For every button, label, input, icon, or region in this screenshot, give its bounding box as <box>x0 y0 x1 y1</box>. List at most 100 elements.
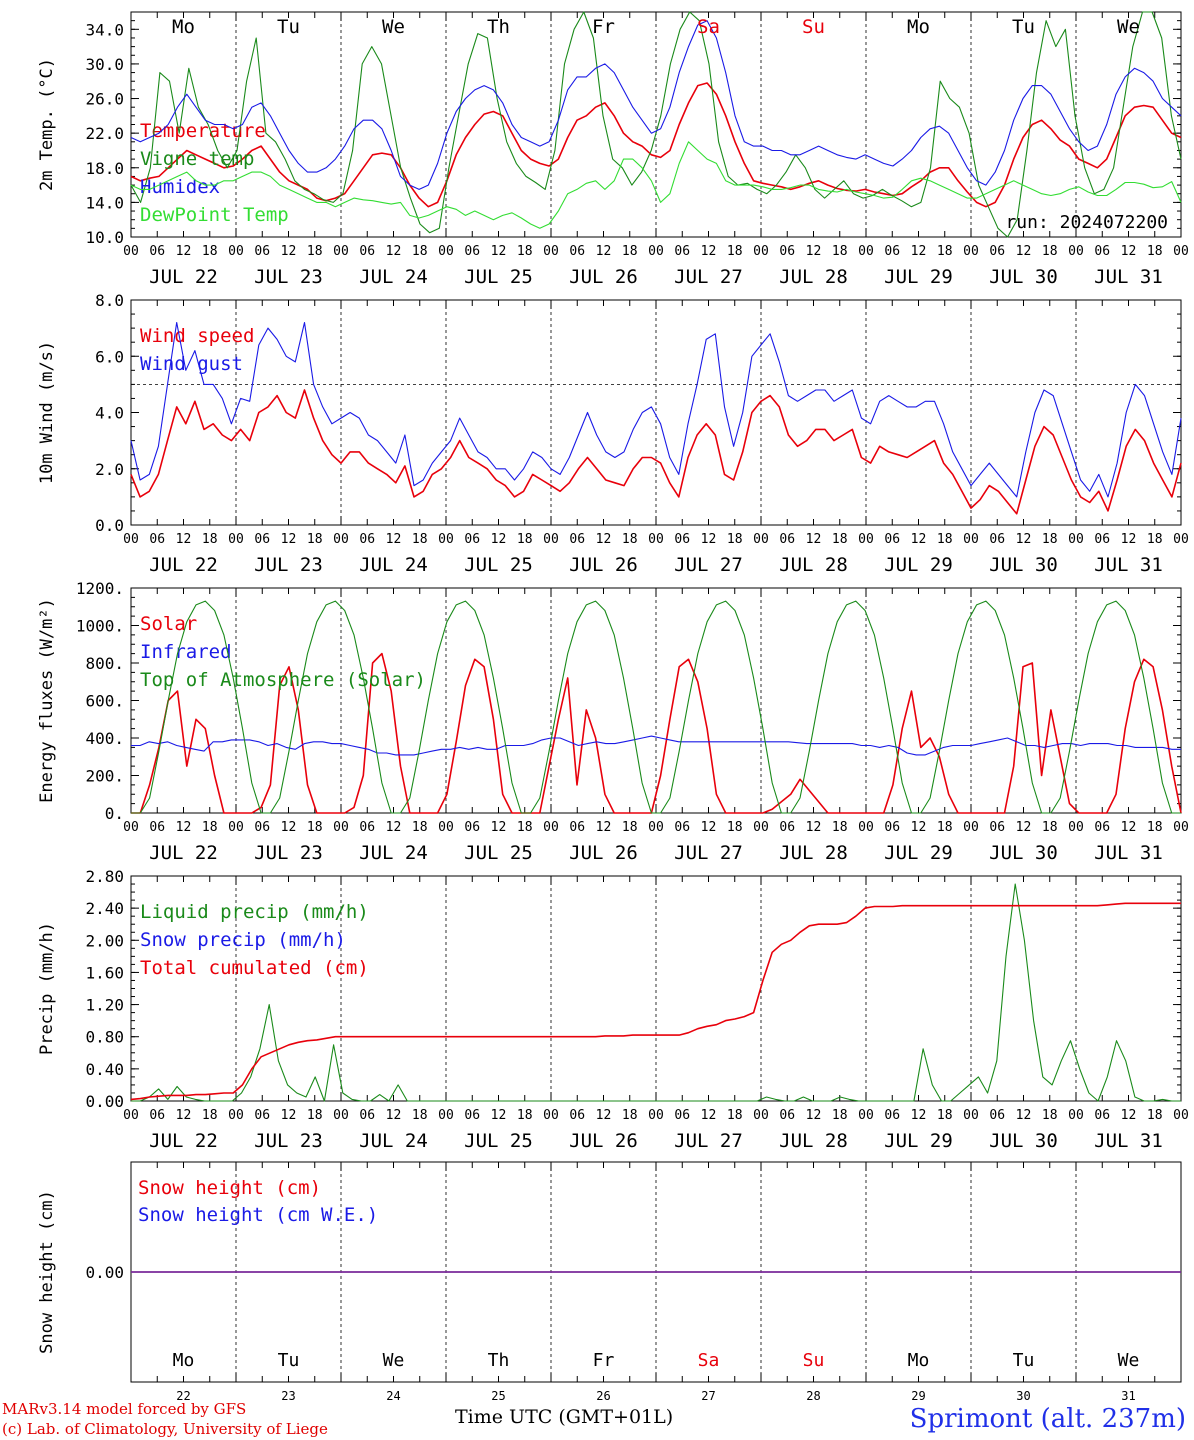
x-hour-label: 18 <box>517 532 533 547</box>
x-hour-label: 00 <box>228 532 244 547</box>
x-hour-label: 18 <box>307 1108 323 1123</box>
x-day-label: JUL 22 <box>149 554 218 576</box>
x-hour-label: 12 <box>806 820 822 835</box>
x-day-label: JUL 24 <box>359 842 428 864</box>
y-tick-label: 22.0 <box>85 124 124 143</box>
x-hour-label: 06 <box>569 244 585 259</box>
x-day-label: JUL 24 <box>359 266 428 288</box>
x-hour-label: 12 <box>911 244 927 259</box>
weekday-label: Sa <box>697 16 720 38</box>
model-credit: MARv3.14 model forced by GFS <box>2 1400 247 1418</box>
legend-entry: Infrared <box>140 641 232 663</box>
x-hour-label: 12 <box>596 532 612 547</box>
x-hour-label: 06 <box>674 532 690 547</box>
y-tick-label: 200. <box>85 767 124 786</box>
x-hour-label: 12 <box>701 532 717 547</box>
x-hour-label: 12 <box>806 532 822 547</box>
x-hour-label: 12 <box>1121 820 1137 835</box>
x-hour-label: 06 <box>989 820 1005 835</box>
x-hour-label: 00 <box>438 532 454 547</box>
legend-entry: DewPoint Temp <box>140 204 289 226</box>
legend-entry: Solar <box>140 613 197 635</box>
x-hour-label: 12 <box>386 532 402 547</box>
x-hour-label: 06 <box>1094 244 1110 259</box>
x-hour-label: 18 <box>517 820 533 835</box>
x-hour-label: 00 <box>1173 244 1189 259</box>
x-hour-label: 00 <box>1173 532 1189 547</box>
x-hour-label: 18 <box>517 1108 533 1123</box>
y-tick-label: 1000. <box>76 617 124 636</box>
x-hour-label: 12 <box>386 820 402 835</box>
y-tick-label: 8.0 <box>95 291 124 310</box>
x-day-label: JUL 29 <box>884 266 953 288</box>
day-number-label: 28 <box>806 1389 820 1403</box>
x-hour-label: 00 <box>858 532 874 547</box>
y-tick-label: 2.40 <box>85 899 124 918</box>
x-hour-label: 18 <box>202 244 218 259</box>
x-hour-label: 12 <box>1016 532 1032 547</box>
x-day-label: JUL 31 <box>1094 266 1163 288</box>
y-tick-label: 0.00 <box>85 1092 124 1111</box>
x-hour-label: 12 <box>911 1108 927 1123</box>
x-hour-label: 06 <box>569 532 585 547</box>
x-hour-label: 18 <box>1042 244 1058 259</box>
x-day-label: JUL 22 <box>149 842 218 864</box>
x-day-label: JUL 23 <box>254 1130 323 1152</box>
x-day-label: JUL 26 <box>569 1130 638 1152</box>
day-number-label: 22 <box>176 1389 190 1403</box>
y-tick-label: 600. <box>85 692 124 711</box>
series-line-0 <box>130 82 1182 208</box>
x-hour-label: 00 <box>753 244 769 259</box>
weekday-label: Mo <box>173 1350 195 1371</box>
x-hour-label: 06 <box>359 244 375 259</box>
x-day-label: JUL 28 <box>779 554 848 576</box>
weekday-label: Tu <box>1012 16 1035 38</box>
x-hour-label: 18 <box>1042 1108 1058 1123</box>
x-hour-label: 06 <box>464 244 480 259</box>
x-hour-label: 18 <box>622 532 638 547</box>
x-hour-label: 00 <box>648 532 664 547</box>
x-day-label: JUL 29 <box>884 554 953 576</box>
x-hour-label: 00 <box>333 1108 349 1123</box>
x-hour-label: 00 <box>753 820 769 835</box>
legend-entry: Snow height (cm) <box>138 1177 321 1199</box>
x-hour-label: 06 <box>779 532 795 547</box>
day-number-label: 27 <box>701 1389 715 1403</box>
y-axis-label: Snow height (cm) <box>37 1190 57 1354</box>
weekday-label: Th <box>488 1350 510 1371</box>
y-tick-label: 0.00 <box>85 1263 124 1282</box>
series-line-1 <box>130 11 1182 238</box>
y-tick-label: 0.0 <box>95 516 124 535</box>
x-hour-label: 00 <box>333 244 349 259</box>
series-line-0 <box>130 389 1182 515</box>
x-hour-label: 00 <box>1068 244 1084 259</box>
legend-entry: Liquid precip (mm/h) <box>140 901 369 923</box>
x-hour-label: 18 <box>832 820 848 835</box>
x-day-label: JUL 27 <box>674 266 743 288</box>
x-hour-label: 12 <box>806 244 822 259</box>
x-hour-label: 18 <box>727 820 743 835</box>
weekday-label: We <box>382 16 405 38</box>
x-hour-label: 18 <box>622 1108 638 1123</box>
x-hour-label: 06 <box>989 244 1005 259</box>
x-hour-label: 18 <box>202 1108 218 1123</box>
weekday-label: We <box>1118 1350 1140 1371</box>
lab-credit: (c) Lab. of Climatology, University of L… <box>2 1420 328 1438</box>
x-day-label: JUL 30 <box>989 1130 1058 1152</box>
y-axis-label: 2m Temp. (°C) <box>37 58 57 191</box>
y-tick-label: 18.0 <box>85 159 124 178</box>
y-tick-label: 14.0 <box>85 193 124 212</box>
x-hour-label: 00 <box>753 532 769 547</box>
x-hour-label: 06 <box>464 820 480 835</box>
x-hour-label: 12 <box>596 1108 612 1123</box>
x-day-label: JUL 25 <box>464 266 533 288</box>
x-hour-label: 06 <box>254 820 270 835</box>
x-day-label: JUL 23 <box>254 554 323 576</box>
y-tick-label: 10.0 <box>85 228 124 247</box>
x-hour-label: 00 <box>858 820 874 835</box>
x-hour-label: 00 <box>648 820 664 835</box>
x-day-label: JUL 23 <box>254 266 323 288</box>
weekday-label: We <box>1117 16 1140 38</box>
x-hour-label: 12 <box>701 820 717 835</box>
